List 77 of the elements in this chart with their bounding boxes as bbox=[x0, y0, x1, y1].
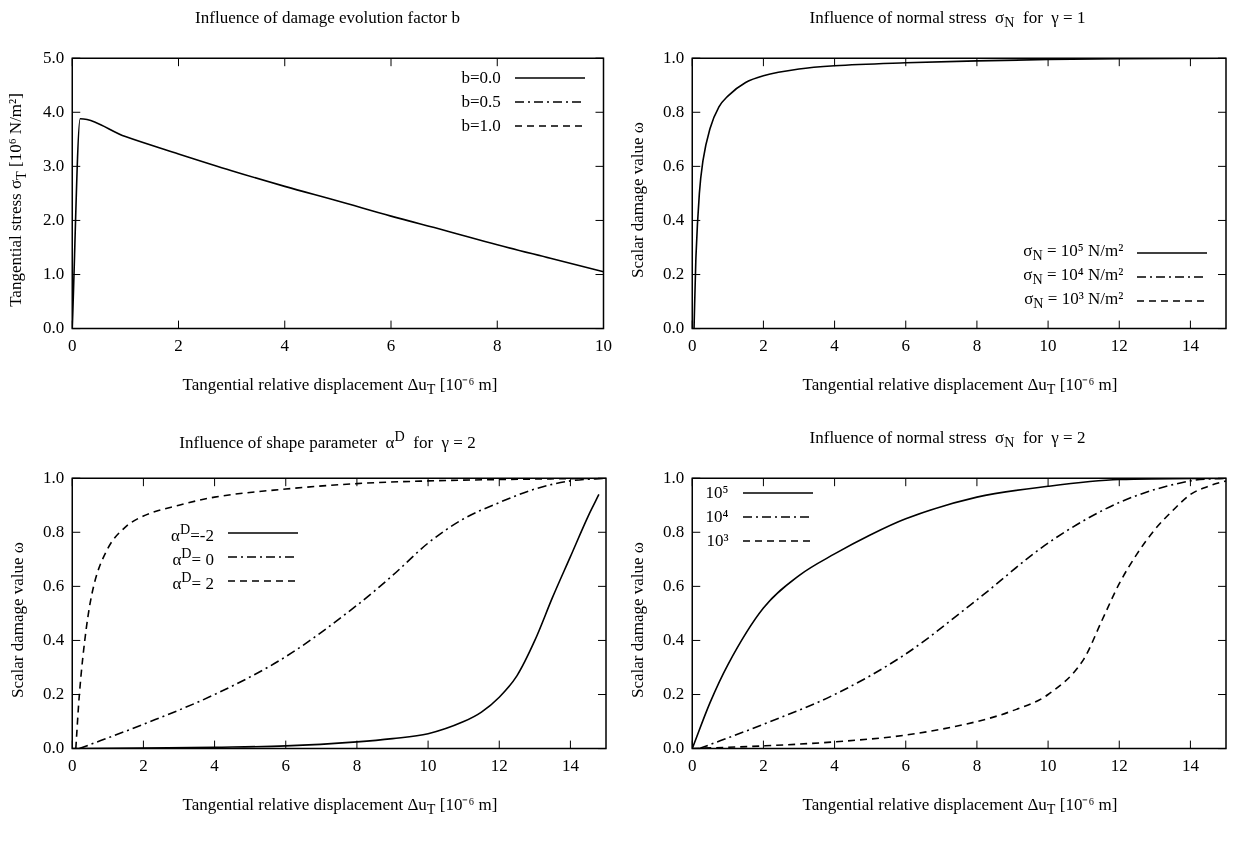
x-tick-label: 6 bbox=[386, 336, 396, 356]
y-tick-label: 1.0 bbox=[663, 47, 685, 67]
x-axis-title: Tangential relative displacement Δu$_{T}$ [10⁻⁶ m] bbox=[801, 374, 1119, 399]
y-tick-label: 0.0 bbox=[663, 738, 685, 758]
y-tick-label: 0.2 bbox=[43, 683, 65, 703]
y-tick-label: 3.0 bbox=[43, 155, 65, 175]
y-tick-label: 0.8 bbox=[43, 521, 65, 541]
y-tick-label: 0.2 bbox=[663, 263, 685, 283]
x-tick-label: 12 bbox=[490, 756, 508, 776]
chart-title: Influence of normal stress σ$_{N}$ for γ = 2 bbox=[808, 428, 1087, 452]
x-tick-label: 6 bbox=[901, 336, 910, 356]
y-axis-title: Scalar damage value ω bbox=[628, 121, 648, 279]
x-axis-title: Tangential relative displacement Δu$_{T}$ [10⁻⁶ m] bbox=[181, 794, 499, 819]
x-tick-label: 8 bbox=[972, 756, 982, 776]
x-tick-label: 10 bbox=[1039, 756, 1057, 776]
x-tick-label: 6 bbox=[281, 756, 290, 776]
x-tick-label: 0 bbox=[688, 756, 697, 776]
legend-label: 10³ bbox=[706, 530, 729, 551]
y-tick-label: 1.0 bbox=[43, 263, 65, 283]
x-axis-title: Tangential relative displacement Δu$_{T}$ [10⁻⁶ m] bbox=[181, 374, 499, 399]
chart-title: Influence of normal stress σ$_{N}$ for γ = 1 bbox=[808, 8, 1087, 32]
x-tick-label: 2 bbox=[759, 756, 768, 776]
y-tick-label: 1.0 bbox=[663, 467, 685, 487]
legend-label: α$^{D}$= 2 bbox=[172, 569, 214, 594]
x-tick-label: 4 bbox=[830, 756, 840, 776]
x-tick-label: 4 bbox=[280, 336, 290, 356]
y-tick-label: 2.0 bbox=[43, 209, 65, 229]
x-tick-label: 4 bbox=[830, 336, 840, 356]
y-tick-label: 0.4 bbox=[663, 629, 685, 649]
x-tick-label: 8 bbox=[352, 756, 362, 776]
legend-label: α$^{D}$= 0 bbox=[172, 545, 214, 570]
x-tick-label: 12 bbox=[1110, 336, 1128, 356]
x-tick-label: 0 bbox=[68, 756, 77, 776]
y-tick-label: 5.0 bbox=[43, 47, 65, 67]
y-tick-label: 4.0 bbox=[43, 101, 65, 121]
y-tick-label: 0.8 bbox=[663, 521, 685, 541]
y-tick-label: 0.0 bbox=[43, 738, 65, 758]
legend-label: 10⁴ bbox=[705, 506, 729, 527]
chart-title: Influence of shape parameter α$^{D}$ for γ = 2 bbox=[178, 428, 477, 453]
x-tick-label: 12 bbox=[1110, 756, 1128, 776]
x-tick-label: 2 bbox=[174, 336, 183, 356]
legend-label: b=1.0 bbox=[461, 116, 501, 137]
x-tick-label: 10 bbox=[419, 756, 437, 776]
x-tick-label: 2 bbox=[139, 756, 148, 776]
legend-label: 10⁵ bbox=[705, 482, 729, 503]
x-tick-label: 0 bbox=[68, 336, 77, 356]
x-tick-label: 6 bbox=[901, 756, 910, 776]
chart-title: Influence of damage evolution factor b bbox=[194, 8, 461, 28]
y-tick-label: 1.0 bbox=[43, 467, 65, 487]
y-tick-label: 0.6 bbox=[663, 575, 685, 595]
y-axis-title: Scalar damage value ω bbox=[8, 541, 28, 699]
x-tick-label: 2 bbox=[759, 336, 768, 356]
legend-label: σ$_{N}$ = 10³ N/m² bbox=[1024, 288, 1124, 313]
y-tick-label: 0.8 bbox=[663, 101, 685, 121]
x-tick-label: 14 bbox=[1181, 336, 1200, 356]
x-tick-label: 8 bbox=[493, 336, 502, 356]
legend-label: σ$_{N}$ = 10⁵ N/m² bbox=[1023, 240, 1124, 265]
x-tick-label: 14 bbox=[561, 756, 580, 776]
legend-label: b=0.0 bbox=[461, 68, 501, 89]
y-tick-label: 0.0 bbox=[663, 318, 685, 338]
x-tick-label: 0 bbox=[688, 336, 697, 356]
y-tick-label: 0.4 bbox=[663, 209, 685, 229]
x-tick-label: 10 bbox=[1039, 336, 1057, 356]
y-tick-label: 0.4 bbox=[43, 629, 65, 649]
y-axis-title: Scalar damage value ω bbox=[628, 541, 648, 699]
x-axis-title: Tangential relative displacement Δu$_{T}$ [10⁻⁶ m] bbox=[801, 794, 1119, 819]
legend-label: b=0.5 bbox=[461, 92, 501, 113]
y-tick-label: 0.0 bbox=[43, 318, 65, 338]
x-tick-label: 10 bbox=[595, 336, 612, 356]
x-tick-label: 8 bbox=[972, 336, 982, 356]
y-tick-label: 0.6 bbox=[663, 155, 685, 175]
y-tick-label: 0.2 bbox=[663, 683, 685, 703]
legend-label: σ$_{N}$ = 10⁴ N/m² bbox=[1023, 264, 1124, 289]
x-tick-label: 4 bbox=[210, 756, 220, 776]
y-tick-label: 0.6 bbox=[43, 575, 65, 595]
legend-label: α$^{D}$=-2 bbox=[170, 521, 214, 546]
x-tick-label: 14 bbox=[1181, 756, 1200, 776]
